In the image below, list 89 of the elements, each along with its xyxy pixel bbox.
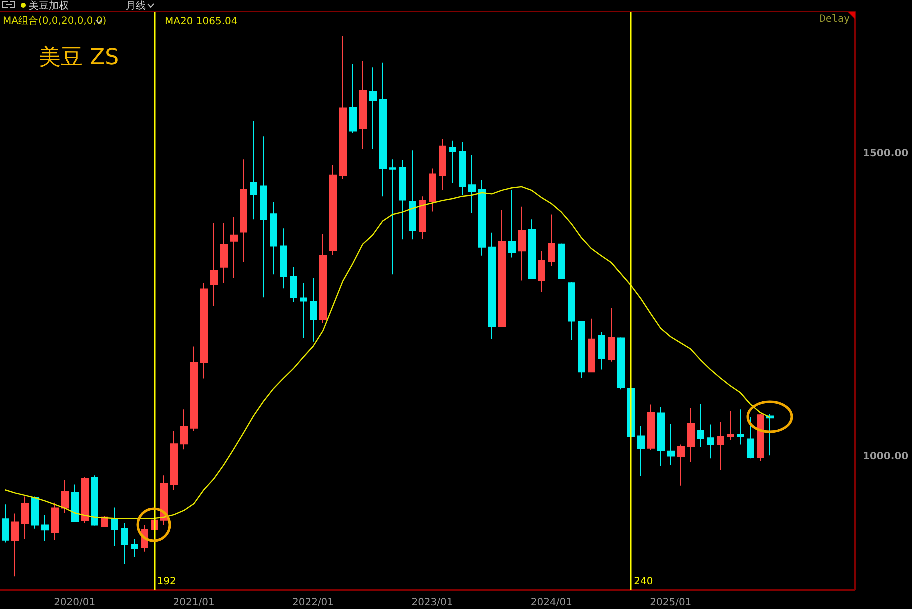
candlestick — [449, 140, 456, 184]
text: MA20 1065.04 — [165, 16, 238, 28]
candlestick — [468, 154, 476, 214]
annotation: 月线 — [126, 0, 146, 13]
candlestick — [369, 67, 377, 150]
candlestick — [131, 538, 138, 558]
candlestick — [240, 159, 247, 262]
candlestick — [61, 480, 69, 514]
candlestick — [578, 320, 585, 379]
candlestick — [41, 515, 49, 542]
candlestick — [121, 522, 128, 564]
candlestick — [459, 142, 466, 196]
candlestick — [349, 64, 357, 134]
candlestick — [389, 159, 396, 276]
candlestick — [359, 60, 367, 150]
candlestick — [290, 266, 297, 304]
text: 美豆 ZS — [39, 46, 120, 70]
candlestick — [250, 120, 257, 220]
x-tick-label: 2020/01 — [54, 598, 96, 608]
x-tick-label: 2023/01 — [412, 598, 454, 608]
candlestick — [170, 430, 178, 491]
candlestick — [11, 513, 19, 578]
candlestick — [220, 222, 228, 284]
candlestick — [51, 502, 59, 541]
candlestick — [697, 404, 704, 448]
candlestick — [558, 243, 565, 280]
candlestick — [71, 484, 79, 522]
candlestick — [2, 504, 9, 544]
candlestick — [568, 282, 575, 341]
candlestick — [508, 189, 516, 258]
y-tick-label: 1500.00 — [863, 148, 909, 160]
candlestick — [538, 250, 545, 293]
candlestick — [518, 206, 526, 282]
candlestick — [419, 196, 426, 240]
candlestick — [190, 346, 198, 432]
candlestick — [687, 408, 695, 463]
candlestick — [230, 216, 238, 279]
candlestick — [588, 318, 595, 373]
candlestick — [81, 476, 89, 524]
candlestick — [409, 150, 416, 240]
candlestick — [608, 307, 615, 362]
candlestick — [300, 282, 307, 339]
candlestick — [637, 425, 645, 477]
candlestick — [260, 136, 267, 298]
candlestick — [210, 222, 218, 307]
candlestick — [319, 234, 327, 324]
candlestick — [548, 214, 555, 267]
candlestick — [498, 210, 506, 328]
candlestick — [91, 475, 98, 526]
candlestick — [339, 36, 347, 180]
annotation: Delay — [820, 14, 850, 25]
y-tick-label: 1000.00 — [863, 451, 909, 462]
candlestick — [747, 417, 754, 460]
candlestick — [727, 410, 734, 442]
candlestick — [737, 409, 744, 446]
ref-line-label: 240 — [634, 576, 654, 588]
x-tick-label: 2022/01 — [292, 598, 334, 608]
annotation: MA组合(0,0,20,0,0,0) — [3, 15, 107, 28]
x-tick-label: 2021/01 — [173, 598, 215, 608]
candlestick — [399, 160, 406, 240]
x-tick-label: 2024/01 — [530, 598, 572, 608]
candlestick — [617, 337, 625, 390]
x-tick-label: 2025/01 — [650, 598, 692, 608]
candlestick — [111, 507, 118, 547]
candlestick — [439, 138, 446, 190]
candlestick — [478, 180, 486, 256]
candlestick — [270, 202, 277, 276]
candlestick — [677, 444, 685, 486]
candlestick — [766, 414, 774, 456]
candlestick — [757, 414, 764, 462]
candlestick — [379, 62, 387, 198]
candlestick — [180, 409, 188, 450]
candlestick — [598, 332, 605, 370]
annotation: 美豆加权 — [29, 0, 69, 13]
candlestick — [528, 219, 536, 280]
candlestick — [280, 228, 287, 290]
candlestick — [707, 424, 714, 460]
candlestick — [329, 164, 337, 256]
candlestick — [310, 278, 317, 342]
candlestick — [429, 168, 436, 212]
candlestick — [667, 424, 675, 466]
candlestick — [657, 406, 665, 468]
candlestick — [200, 282, 208, 380]
ref-line-label: 192 — [157, 576, 176, 588]
candlestick — [488, 232, 496, 340]
candlestick — [717, 422, 724, 471]
candlestick — [31, 496, 39, 530]
candlestick — [647, 404, 655, 451]
candlestick — [21, 496, 29, 540]
